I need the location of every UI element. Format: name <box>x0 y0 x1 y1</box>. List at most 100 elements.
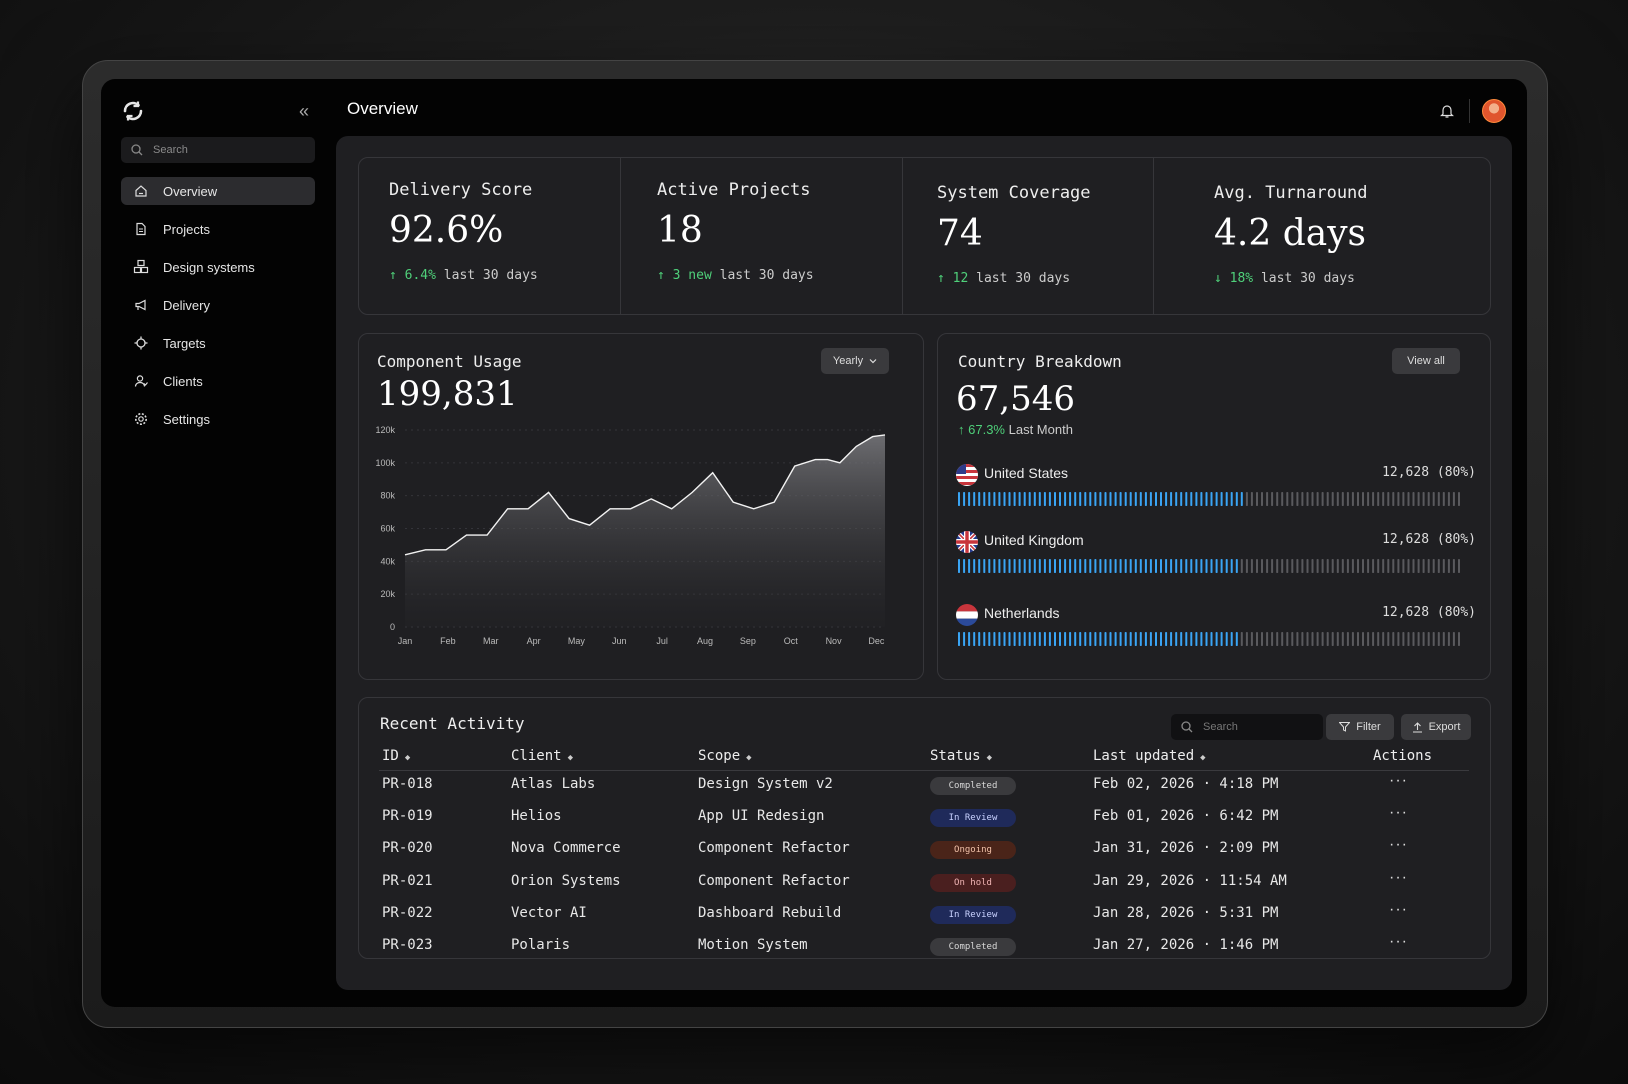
cell-client: Polaris <box>511 937 571 953</box>
x-tick-label: Jan <box>398 636 413 646</box>
progress-tick-filled <box>1104 632 1107 646</box>
progress-tick-empty <box>1306 492 1309 506</box>
row-actions-icon[interactable]: ··· <box>1389 933 1408 950</box>
row-actions-icon[interactable]: ··· <box>1389 772 1408 789</box>
sidebar-item-label: Design systems <box>163 259 255 275</box>
bell-icon[interactable] <box>1439 103 1455 119</box>
country-progress-bar <box>958 632 1460 646</box>
progress-tick-filled <box>1149 559 1152 573</box>
progress-tick-filled <box>1185 492 1188 506</box>
progress-tick-empty <box>1447 559 1450 573</box>
y-tick-label: 120k <box>375 425 395 435</box>
progress-tick-filled <box>1094 492 1097 506</box>
progress-tick-empty <box>1412 632 1415 646</box>
search-icon <box>131 144 143 156</box>
column-header-client[interactable]: Client ◆ <box>511 748 573 764</box>
progress-tick-filled <box>1048 492 1051 506</box>
progress-tick-empty <box>1377 632 1380 646</box>
sidebar-item-clients[interactable]: Clients <box>121 367 315 395</box>
progress-tick-filled <box>1008 632 1011 646</box>
cell-id: PR-021 <box>382 872 433 889</box>
progress-tick-filled <box>1043 559 1046 573</box>
country-value: 12,628 (80%) <box>1382 532 1476 547</box>
progress-tick-empty <box>1245 632 1248 646</box>
progress-tick-filled <box>1089 632 1092 646</box>
progress-tick-filled <box>1033 632 1036 646</box>
progress-tick-filled <box>1099 559 1102 573</box>
filter-button[interactable]: Filter <box>1326 714 1394 740</box>
progress-tick-filled <box>973 632 976 646</box>
progress-tick-empty <box>1437 632 1440 646</box>
export-button[interactable]: Export <box>1401 714 1471 740</box>
progress-tick-filled <box>1170 492 1173 506</box>
progress-tick-filled <box>1190 559 1193 573</box>
row-actions-icon[interactable]: ··· <box>1389 804 1408 822</box>
sidebar-search-input[interactable]: Search <box>121 137 315 163</box>
row-actions-icon[interactable]: ··· <box>1389 868 1408 886</box>
progress-tick-filled <box>1180 559 1183 573</box>
progress-tick-filled <box>1074 559 1077 573</box>
sidebar-item-design-systems[interactable]: Design systems <box>121 253 315 281</box>
column-header-last-updated[interactable]: Last updated ◆ <box>1093 748 1206 764</box>
collapse-sidebar-icon[interactable]: « <box>299 101 310 121</box>
status-badge: In Review <box>930 905 1016 924</box>
progress-tick-empty <box>1392 632 1395 646</box>
progress-tick-empty <box>1372 559 1375 573</box>
progress-tick-filled <box>978 632 981 646</box>
progress-tick-filled <box>1144 632 1147 646</box>
progress-tick-filled <box>1064 559 1067 573</box>
progress-tick-filled <box>1104 492 1107 506</box>
progress-tick-empty <box>1256 559 1258 573</box>
stat-footnote: ↓ 18% last 30 days <box>1214 271 1355 286</box>
progress-tick-filled <box>1008 492 1011 506</box>
column-header-status[interactable]: Status ◆ <box>930 748 992 764</box>
progress-tick-filled <box>1018 632 1021 646</box>
progress-tick-filled <box>1205 632 1208 646</box>
sidebar-item-settings[interactable]: Settings <box>121 405 315 433</box>
progress-tick-filled <box>1175 492 1178 506</box>
country-period: Last Month <box>1008 422 1073 437</box>
sidebar-item-overview[interactable]: Overview <box>121 177 315 205</box>
progress-tick-empty <box>1240 559 1243 573</box>
progress-tick-empty <box>1422 559 1425 573</box>
progress-tick-empty <box>1422 492 1425 506</box>
progress-tick-empty <box>1412 559 1415 573</box>
view-all-button[interactable]: View all <box>1392 348 1460 374</box>
sidebar-item-projects[interactable]: Projects <box>121 215 315 243</box>
cell-id: PR-020 <box>382 840 433 857</box>
progress-tick-empty <box>1276 492 1279 506</box>
sort-icon: ◆ <box>1200 753 1206 763</box>
progress-tick-filled <box>1069 632 1072 646</box>
progress-tick-empty <box>1341 492 1344 506</box>
sidebar-item-delivery[interactable]: Delivery <box>121 291 315 319</box>
x-tick-label: Jul <box>656 636 668 646</box>
progress-tick-filled <box>963 632 966 646</box>
progress-tick-filled <box>1094 559 1097 573</box>
progress-tick-filled <box>993 559 996 573</box>
progress-tick-filled <box>1124 492 1127 506</box>
country-delta: 67.3% <box>968 422 1005 437</box>
progress-tick-filled <box>1124 632 1127 646</box>
progress-tick-filled <box>1175 559 1178 573</box>
avatar[interactable] <box>1482 99 1506 123</box>
row-actions-icon[interactable]: ··· <box>1389 836 1408 854</box>
row-actions-icon[interactable]: ··· <box>1389 900 1408 918</box>
progress-tick-empty <box>1407 632 1410 646</box>
filter-label: Filter <box>1356 721 1381 733</box>
progress-tick-empty <box>1291 492 1294 506</box>
progress-tick-filled <box>993 492 996 506</box>
range-select-button[interactable]: Yearly <box>821 348 889 374</box>
cell-client: Nova Commerce <box>511 840 621 857</box>
progress-tick-filled <box>1109 492 1112 506</box>
sidebar-item-targets[interactable]: Targets <box>121 329 315 357</box>
column-header-scope[interactable]: Scope ◆ <box>698 748 752 764</box>
progress-tick-empty <box>1432 492 1435 506</box>
progress-tick-filled <box>1048 559 1051 573</box>
stat-active-projects: Active Projects 18 ↑ 3 new last 30 days <box>621 158 903 314</box>
column-header-id[interactable]: ID ◆ <box>382 748 410 764</box>
activity-search-input[interactable]: Search <box>1171 714 1323 740</box>
stat-value: 74 <box>937 213 983 254</box>
progress-tick-filled <box>973 559 976 573</box>
progress-tick-empty <box>1351 559 1354 573</box>
search-icon <box>1181 721 1193 733</box>
